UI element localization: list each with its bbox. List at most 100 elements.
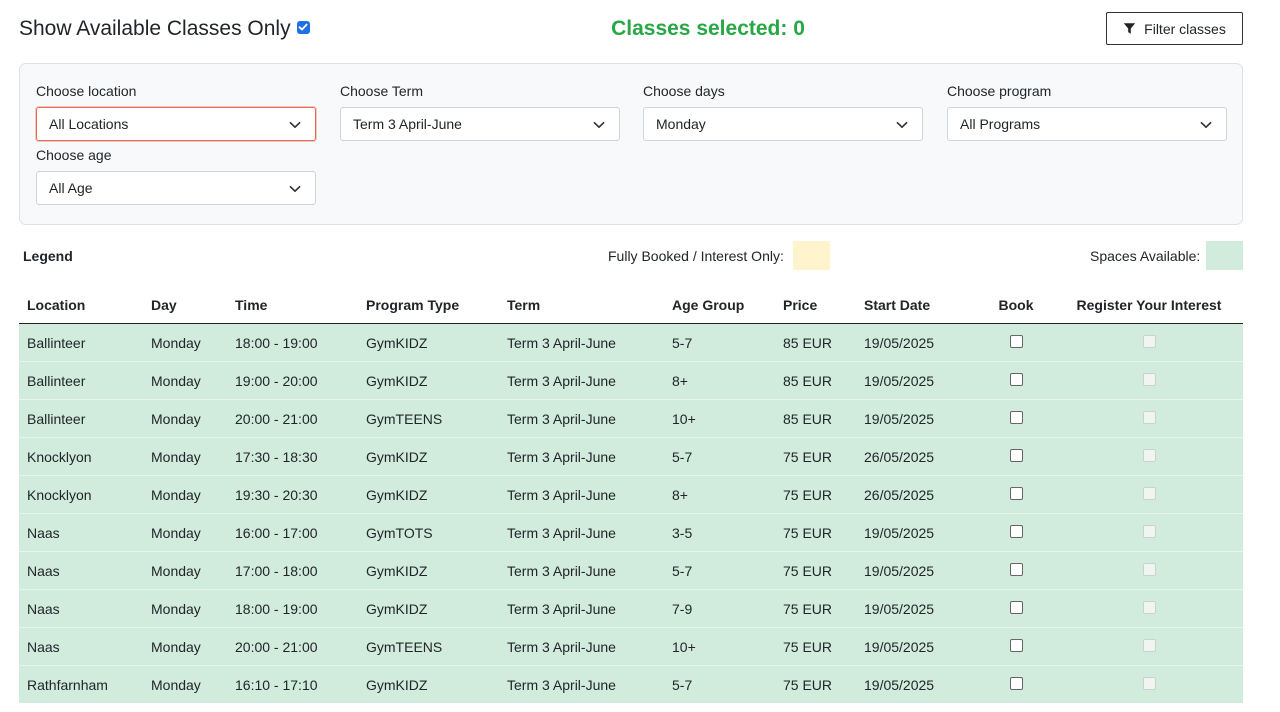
book-cell (977, 361, 1055, 400)
table-cell: 10+ (664, 627, 775, 666)
table-row: Naas Monday 20:00 - 21:00 GymTEENS Term 3 Ap… (19, 627, 1243, 666)
term-select[interactable]: Term 3 April-June (340, 107, 620, 141)
table-cell: 75 EUR (775, 665, 856, 703)
top-bar: Show Available Classes Only Classes sele… (19, 0, 1243, 60)
program-select[interactable]: All Programs (947, 107, 1227, 141)
table-cell: GymKIDZ (358, 437, 499, 476)
table-cell: 18:00 - 19:00 (227, 589, 358, 628)
column-header: Age Group (664, 286, 775, 324)
legend-available-label: Spaces Available: (1090, 248, 1201, 264)
book-checkbox[interactable] (1009, 373, 1023, 387)
register-interest-cell (1055, 475, 1243, 514)
book-cell (977, 551, 1055, 590)
table-cell: 26/05/2025 (856, 475, 977, 514)
table-cell: Monday (143, 589, 227, 628)
table-cell: GymTEENS (358, 627, 499, 666)
days-select-value: Monday (656, 116, 706, 132)
program-select-value: All Programs (960, 116, 1041, 132)
table-cell: Ballinteer (19, 323, 143, 362)
table-cell: GymKIDZ (358, 665, 499, 703)
register-interest-cell (1055, 589, 1243, 628)
table-cell: Term 3 April-June (499, 627, 664, 666)
register-interest-checkbox (1142, 487, 1156, 501)
location-select[interactable]: All Locations (36, 107, 316, 141)
table-cell: 75 EUR (775, 589, 856, 628)
book-checkbox[interactable] (1009, 639, 1023, 653)
table-cell: Term 3 April-June (499, 589, 664, 628)
book-checkbox[interactable] (1009, 335, 1023, 349)
table-cell: GymKIDZ (358, 589, 499, 628)
register-interest-checkbox (1142, 639, 1156, 653)
register-interest-checkbox (1142, 449, 1156, 463)
book-checkbox[interactable] (1009, 563, 1023, 577)
legend: Legend Fully Booked / Interest Only: Spa… (19, 240, 1243, 272)
table-cell: 75 EUR (775, 513, 856, 552)
table-cell: 19:30 - 20:30 (227, 475, 358, 514)
table-row: Ballinteer Monday 20:00 - 21:00 GymTEENS Ter… (19, 399, 1243, 438)
table-cell: 20:00 - 21:00 (227, 399, 358, 438)
table-cell: 19/05/2025 (856, 627, 977, 666)
table-cell: GymKIDZ (358, 551, 499, 590)
table-cell: 10+ (664, 399, 775, 438)
register-interest-cell (1055, 551, 1243, 590)
legend-booked-label: Fully Booked / Interest Only: (608, 248, 784, 264)
chevron-down-icon (289, 121, 301, 129)
table-cell: Term 3 April-June (499, 323, 664, 362)
table-cell: 16:00 - 17:00 (227, 513, 358, 552)
table-cell: 85 EUR (775, 399, 856, 438)
book-checkbox[interactable] (1009, 677, 1023, 691)
book-cell (977, 323, 1055, 362)
register-interest-cell (1055, 323, 1243, 362)
table-cell: 19/05/2025 (856, 399, 977, 438)
term-select-value: Term 3 April-June (353, 116, 462, 132)
filter-icon (1123, 23, 1136, 34)
register-interest-checkbox (1142, 525, 1156, 539)
chevron-down-icon (593, 121, 605, 129)
book-checkbox[interactable] (1009, 449, 1023, 463)
table-cell: Term 3 April-June (499, 361, 664, 400)
days-filter: Choose days Monday (643, 81, 923, 141)
table-cell: 19:00 - 20:00 (227, 361, 358, 400)
table-cell: 8+ (664, 475, 775, 514)
chevron-down-icon (896, 121, 908, 129)
table-cell: Monday (143, 551, 227, 590)
table-cell: 19/05/2025 (856, 665, 977, 703)
book-checkbox[interactable] (1009, 411, 1023, 425)
book-checkbox[interactable] (1009, 487, 1023, 501)
show-available-label: Show Available Classes Only (19, 17, 291, 40)
table-cell: Term 3 April-June (499, 437, 664, 476)
table-cell: Monday (143, 323, 227, 362)
book-cell (977, 437, 1055, 476)
table-cell: 19/05/2025 (856, 589, 977, 628)
legend-title: Legend (23, 248, 73, 264)
table-cell: Naas (19, 551, 143, 590)
register-interest-cell (1055, 627, 1243, 666)
program-filter: Choose program All Programs (947, 81, 1227, 141)
table-cell: Monday (143, 437, 227, 476)
book-checkbox[interactable] (1009, 525, 1023, 539)
table-cell: 75 EUR (775, 627, 856, 666)
table-cell: Monday (143, 665, 227, 703)
table-cell: Rathfarnham (19, 665, 143, 703)
show-available-toggle[interactable]: Show Available Classes Only (19, 17, 310, 41)
days-select[interactable]: Monday (643, 107, 923, 141)
show-available-checkbox[interactable] (296, 20, 310, 34)
table-cell: 17:30 - 18:30 (227, 437, 358, 476)
register-interest-cell (1055, 361, 1243, 400)
table-cell: Monday (143, 513, 227, 552)
days-filter-label: Choose days (643, 83, 725, 99)
table-cell: 19/05/2025 (856, 551, 977, 590)
table-cell: Ballinteer (19, 399, 143, 438)
classes-selected-counter: Classes selected: 0 (611, 17, 805, 40)
table-cell: Term 3 April-June (499, 513, 664, 552)
age-select[interactable]: All Age (36, 171, 316, 205)
chevron-down-icon (1200, 121, 1212, 129)
table-cell: Term 3 April-June (499, 551, 664, 590)
register-interest-checkbox (1142, 601, 1156, 615)
age-filter: Choose age All Age (36, 145, 316, 205)
table-cell: Monday (143, 361, 227, 400)
book-checkbox[interactable] (1009, 601, 1023, 615)
table-cell: 5-7 (664, 437, 775, 476)
table-cell: 85 EUR (775, 361, 856, 400)
filter-classes-button[interactable]: Filter classes (1106, 12, 1243, 45)
